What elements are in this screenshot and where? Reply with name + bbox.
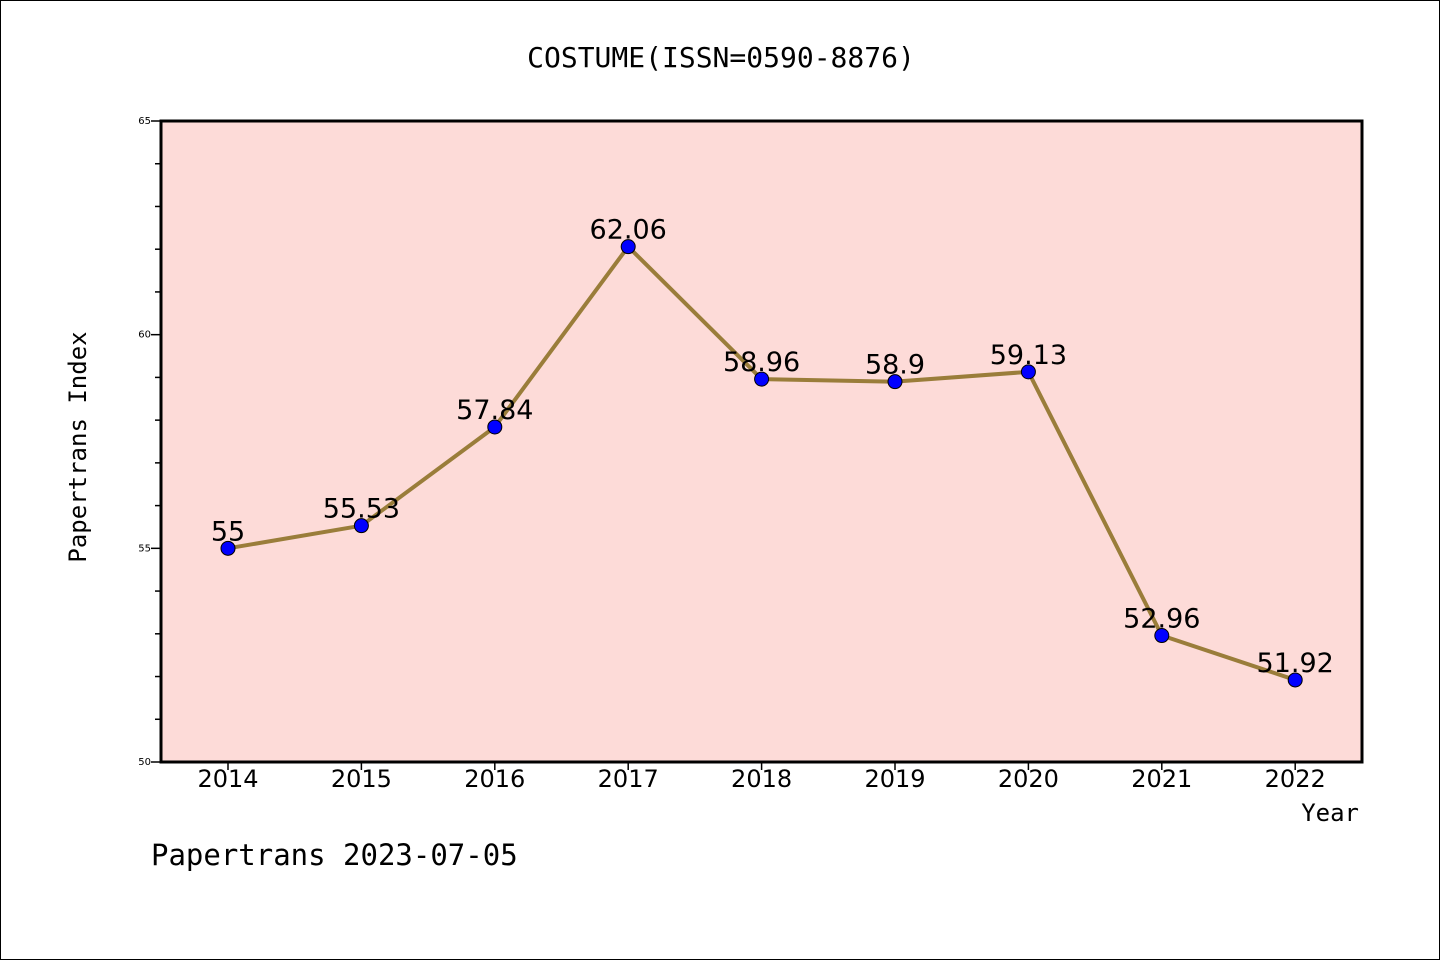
data-point (487, 419, 503, 435)
y-tick-label: 60 (138, 330, 151, 341)
x-tick-label: 2016 (464, 765, 525, 793)
data-point (353, 518, 369, 534)
y-tick-label: 55 (138, 543, 151, 554)
data-label: 55 (211, 516, 245, 547)
data-label: 52.96 (1123, 604, 1200, 635)
x-axis-label: Year (1301, 799, 1359, 827)
x-tick-label: 2015 (331, 765, 392, 793)
x-tick-label: 2022 (1265, 765, 1326, 793)
data-label: 51.92 (1257, 648, 1334, 679)
x-tick-label: 2018 (731, 765, 792, 793)
y-axis-label: Papertrans Index (64, 331, 92, 562)
data-point (220, 540, 236, 556)
x-axis: 2014 2015 2016 2017 2018 2019 2020 2021 2022 (197, 762, 1326, 793)
data-labels: 55 55.53 57.84 62.06 58.96 58.9 59.13 52.96 51.9… (211, 215, 1334, 679)
x-tick-label: 2021 (1131, 765, 1192, 793)
data-point (1020, 364, 1036, 380)
x-tick-label: 2014 (197, 765, 258, 793)
data-point (754, 371, 770, 387)
x-tick-label: 2020 (998, 765, 1059, 793)
y-axis: 50 55 60 65 (138, 116, 161, 768)
chart-title: COSTUME(ISSN=0590-8876) (527, 41, 915, 74)
data-label: 59.13 (990, 340, 1067, 371)
data-label: 62.06 (590, 215, 667, 246)
data-point (887, 374, 903, 390)
data-point (620, 239, 636, 255)
x-tick-label: 2019 (864, 765, 925, 793)
data-point (1154, 628, 1170, 644)
y-tick-label: 65 (138, 116, 151, 127)
data-markers (220, 239, 1303, 688)
data-point (1287, 672, 1303, 688)
x-tick-label: 2017 (598, 765, 659, 793)
watermark-text: Papertrans 2023-07-05 (151, 838, 518, 872)
plot-area (159, 119, 1364, 764)
data-label: 55.53 (323, 494, 400, 525)
data-label: 58.9 (865, 350, 925, 381)
data-label: 57.84 (456, 395, 533, 426)
y-tick-label: 50 (138, 757, 151, 768)
data-label: 58.96 (723, 347, 800, 378)
